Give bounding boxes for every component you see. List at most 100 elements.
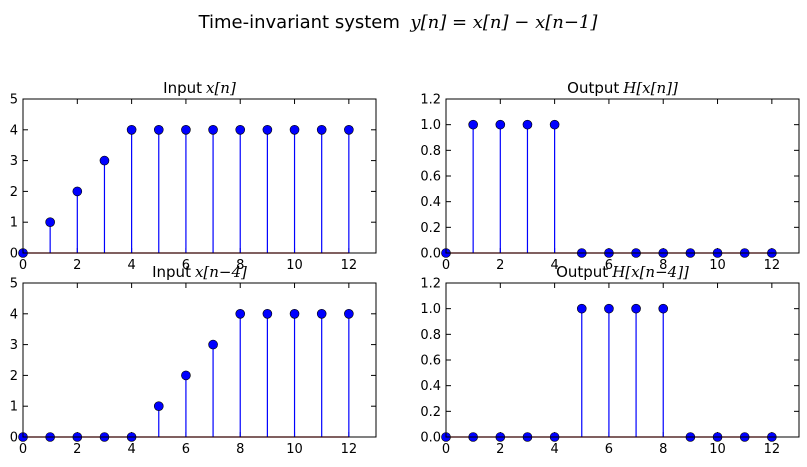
y-tick-label: 0.4 xyxy=(420,195,441,210)
x-tick-label: 4 xyxy=(127,258,135,273)
y-tick-label: 5 xyxy=(10,277,18,292)
stem-marker xyxy=(522,119,533,130)
y-tick-label: 0 xyxy=(10,431,18,446)
x-tick-label: 2 xyxy=(73,258,81,273)
x-tick-label: 10 xyxy=(709,442,726,457)
y-tick-label: 0.2 xyxy=(420,405,441,420)
x-tick-label: 10 xyxy=(709,258,726,273)
stem-marker xyxy=(316,308,327,319)
subplot-title-text: Output xyxy=(567,79,619,97)
x-tick-label: 0 xyxy=(19,442,27,457)
x-tick-label: 4 xyxy=(550,258,558,273)
stem-marker xyxy=(658,303,669,314)
stem-marker xyxy=(344,125,354,135)
subplot-4: Output H[x[n−4]] 0.0 0.2 0.4 0.6 0.8 1.0 1.2 0 2 4 6… xyxy=(420,263,800,457)
y-tick-label: 3 xyxy=(10,154,18,169)
subplot-title-text: Input xyxy=(152,263,191,281)
stem-marker xyxy=(45,217,55,227)
axes-frame xyxy=(445,98,800,254)
stem-marker xyxy=(289,125,300,135)
x-tick-label: 10 xyxy=(286,258,303,273)
x-tick-label: 6 xyxy=(605,442,613,457)
subplot-title: Input x[n] xyxy=(163,79,236,97)
stem-marker xyxy=(208,339,218,350)
x-tick-label: 2 xyxy=(496,258,504,273)
y-tick-label: 0.4 xyxy=(420,379,441,394)
stem-marker xyxy=(126,125,137,135)
subplot-title-math: x[n] xyxy=(206,79,236,97)
x-tick-label: 12 xyxy=(764,442,781,457)
y-tick-label: 0.6 xyxy=(420,170,441,185)
stem-marker xyxy=(576,303,587,314)
y-tick-label: 4 xyxy=(10,307,18,322)
suptitle-math: y[n] = x[n] − x[n−1] xyxy=(409,12,598,33)
y-tick-label: 0.8 xyxy=(420,328,441,343)
y-tick-label: 4 xyxy=(10,123,18,138)
stem-marker xyxy=(99,155,110,166)
stem-marker xyxy=(316,125,327,135)
stem-marker xyxy=(262,308,273,319)
y-tick-label: 1.0 xyxy=(420,302,441,317)
stem-marker xyxy=(235,125,246,135)
x-tick-label: 6 xyxy=(182,258,190,273)
x-tick-label: 8 xyxy=(236,442,244,457)
subplot-title: Input x[n−4] xyxy=(152,263,247,281)
y-tick-label: 0.0 xyxy=(420,431,441,446)
subplot-2: Output H[x[n]] 0.0 0.2 0.4 0.6 0.8 1.0 1.2 0 2 4 6 8 1… xyxy=(420,79,800,273)
y-tick-label: 0 xyxy=(10,247,18,262)
x-tick-label: 12 xyxy=(341,442,358,457)
y-tick-label: 0.6 xyxy=(420,354,441,369)
x-tick-label: 0 xyxy=(442,258,450,273)
x-tick-label: 8 xyxy=(659,258,667,273)
y-tick-label: 1.0 xyxy=(420,118,441,133)
axes-frame xyxy=(445,282,800,438)
y-tick-label: 1 xyxy=(10,216,18,231)
x-tick-label: 6 xyxy=(605,258,613,273)
y-tick-label: 1.2 xyxy=(420,277,441,292)
x-tick-label: 0 xyxy=(442,442,450,457)
x-tick-label: 8 xyxy=(659,442,667,457)
x-tick-label: 0 xyxy=(19,258,27,273)
x-tick-label: 10 xyxy=(286,442,303,457)
y-tick-label: 3 xyxy=(10,338,18,353)
subplot-title-text: Output xyxy=(556,263,608,281)
subplot-title-math: H[x[n]] xyxy=(622,79,678,97)
subplot-title: Output H[x[n]] xyxy=(567,79,678,97)
stem-marker xyxy=(344,308,354,319)
x-tick-label: 8 xyxy=(236,258,244,273)
stem-marker xyxy=(181,370,191,381)
figure-suptitle: Time-invariant system y[n] = x[n] − x[n−… xyxy=(198,12,599,33)
stem-marker xyxy=(153,125,164,135)
stem-marker xyxy=(181,125,191,135)
axes-frame xyxy=(22,282,377,438)
y-tick-label: 0.8 xyxy=(420,144,441,159)
subplot-title-math: H[x[n−4]] xyxy=(611,263,689,281)
stem-marker xyxy=(495,119,506,130)
subplot-title-math: x[n−4] xyxy=(195,263,247,281)
stem-marker xyxy=(262,125,273,135)
stem-marker xyxy=(72,186,83,197)
y-tick-label: 0.0 xyxy=(420,247,441,262)
y-tick-label: 2 xyxy=(10,185,18,200)
axes-frame xyxy=(22,98,377,254)
y-tick-label: 1.2 xyxy=(420,93,441,108)
x-tick-label: 4 xyxy=(127,442,135,457)
subplot-title-text: Input xyxy=(163,79,202,97)
x-tick-label: 12 xyxy=(341,258,358,273)
stem-marker xyxy=(631,303,641,314)
stem-marker xyxy=(235,308,246,319)
stem-marker xyxy=(208,125,218,135)
subplot-title: Output H[x[n−4]] xyxy=(556,263,689,281)
y-tick-label: 0.2 xyxy=(420,221,441,236)
stem-marker xyxy=(153,401,164,412)
x-tick-label: 4 xyxy=(550,442,558,457)
x-tick-label: 6 xyxy=(182,442,190,457)
stem-marker xyxy=(468,119,478,130)
x-tick-label: 2 xyxy=(496,442,504,457)
stem-marker xyxy=(604,303,614,314)
stem-marker xyxy=(549,119,560,130)
